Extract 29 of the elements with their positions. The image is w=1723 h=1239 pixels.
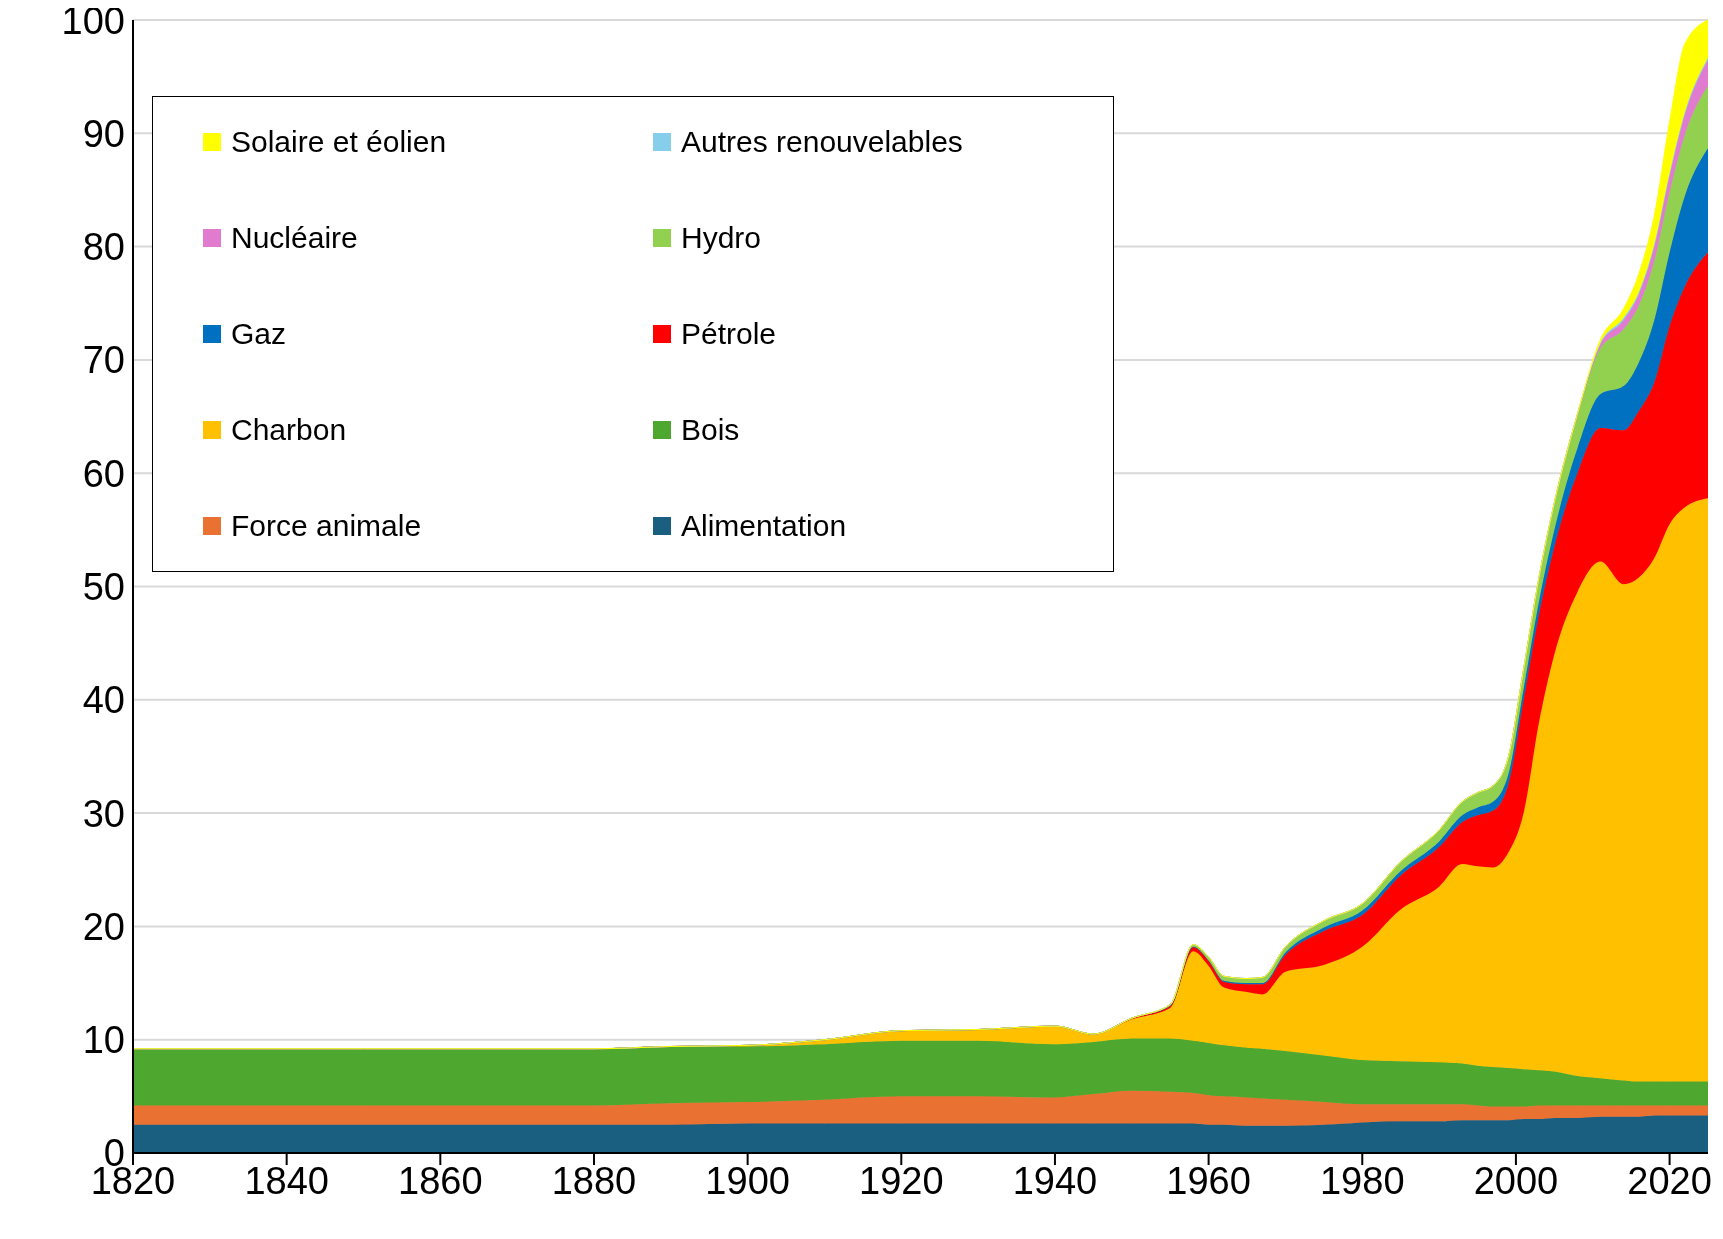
legend-label: Nucléaire — [231, 221, 358, 255]
legend-label: Hydro — [681, 221, 762, 255]
x-tick-label: 1980 — [1319, 1159, 1405, 1202]
y-tick-label: 10 — [82, 1019, 125, 1062]
legend-label: Force animale — [231, 509, 422, 543]
y-tick-label: 40 — [82, 679, 125, 722]
legend-label: Solaire et éolien — [231, 125, 447, 159]
legend-label: Gaz — [231, 317, 287, 351]
x-tick-label: 1880 — [551, 1159, 637, 1202]
x-tick-label: 2000 — [1473, 1159, 1559, 1202]
x-tick-label: 1860 — [398, 1159, 483, 1202]
x-tick-label: 1920 — [859, 1159, 944, 1202]
x-tick-label: 1840 — [244, 1159, 329, 1202]
x-tick-label: 1900 — [705, 1159, 790, 1202]
legend-label: Alimentation — [681, 509, 847, 543]
legend-label: Charbon — [231, 413, 347, 447]
y-tick-label: 30 — [82, 792, 125, 835]
y-tick-label: 20 — [82, 905, 125, 948]
legend-label: Autres renouvelables — [681, 125, 963, 159]
x-tick-label: 1960 — [1166, 1159, 1251, 1202]
y-tick-label: 50 — [82, 565, 125, 608]
legend-label: Bois — [681, 413, 740, 447]
x-tick-label: 1940 — [1012, 1159, 1098, 1202]
legend-label: Pétrole — [681, 317, 777, 351]
y-tick-label: 60 — [82, 452, 125, 495]
x-tick-label: 2020 — [1627, 1159, 1712, 1202]
y-tick-label: 90 — [82, 112, 125, 155]
y-tick-label: 70 — [82, 339, 125, 382]
y-tick-label: 80 — [82, 226, 125, 269]
